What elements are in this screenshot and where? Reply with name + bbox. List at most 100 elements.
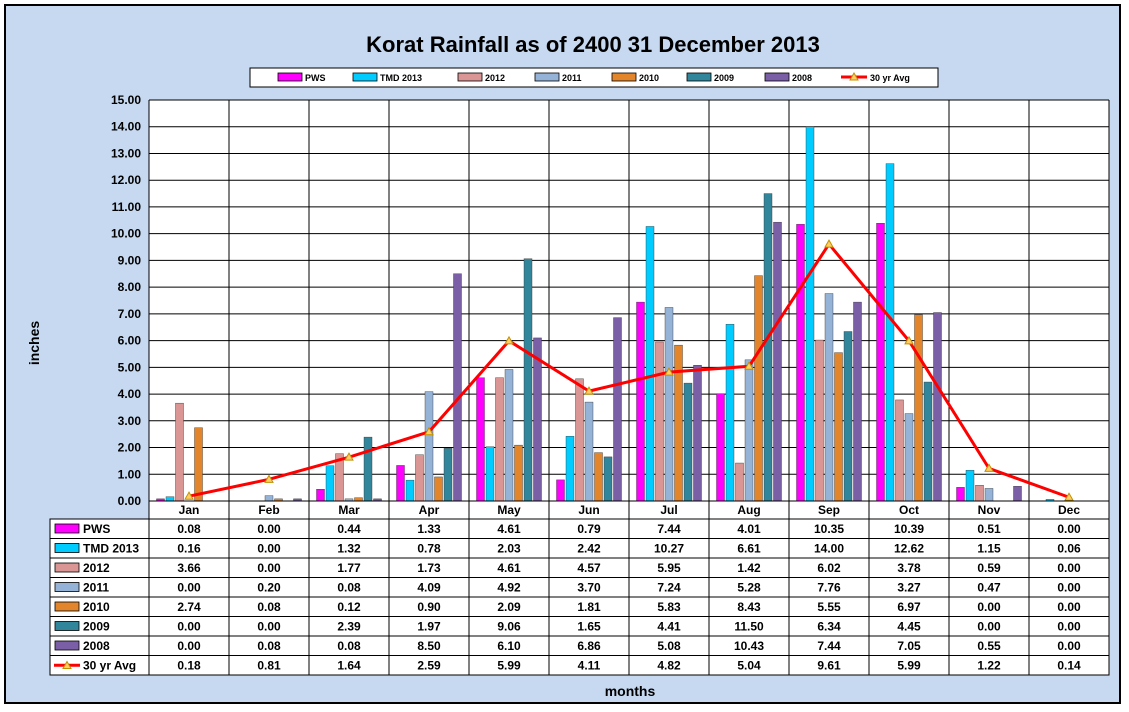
data-label: 5.95 (657, 561, 681, 575)
table-key-swatch (54, 621, 80, 631)
bar (264, 495, 274, 502)
bar (584, 401, 594, 502)
x-tick-label: Jun (578, 503, 599, 517)
bar (824, 293, 834, 502)
data-label: 10.35 (814, 522, 844, 536)
data-label: 3.78 (897, 561, 921, 575)
bar (815, 339, 824, 502)
data-label: 6.34 (817, 620, 841, 634)
data-label: 0.81 (257, 659, 281, 673)
data-label: 0.12 (337, 600, 361, 614)
data-label: 7.44 (817, 639, 841, 653)
x-tick-label: Jul (660, 503, 677, 517)
line-marker (824, 239, 834, 248)
bar (805, 126, 815, 502)
data-label: 0.79 (577, 522, 601, 536)
bar (645, 226, 655, 502)
data-label: 0.18 (177, 659, 201, 673)
bar (683, 382, 693, 502)
line-marker (904, 335, 914, 345)
data-label: 7.76 (817, 581, 841, 595)
data-label: 0.55 (977, 639, 1001, 653)
bar (194, 427, 203, 502)
data-label: 0.08 (337, 581, 361, 595)
y-tick-label: 3.00 (118, 414, 142, 428)
data-label: 4.11 (578, 659, 601, 673)
data-label: 0.00 (1057, 639, 1081, 653)
data-label: 7.24 (657, 581, 681, 595)
data-label: 4.61 (497, 522, 521, 536)
bar (424, 391, 434, 502)
x-tick-label: Aug (737, 503, 760, 517)
series-2008 (293, 221, 1022, 502)
series-30-yr-avg (184, 239, 1074, 501)
series-tmd-2013 (165, 126, 1055, 502)
data-label: 1.42 (737, 561, 761, 575)
bar (1013, 486, 1022, 502)
legend-swatch (764, 72, 790, 82)
data-label: 7.44 (657, 522, 681, 536)
bar (415, 454, 424, 502)
data-label: 0.14 (1057, 659, 1081, 673)
bar (773, 221, 782, 502)
data-label: 10.27 (654, 542, 684, 556)
line-marker (344, 452, 354, 461)
table-row-label: 30 yr Avg (83, 659, 136, 673)
data-label: 1.77 (337, 561, 361, 575)
bar (796, 224, 805, 502)
data-label: 4.01 (737, 522, 761, 536)
bar (603, 456, 613, 502)
data-label: 8.50 (417, 639, 441, 653)
data-label: 1.33 (417, 522, 441, 536)
data-label: 5.08 (657, 639, 681, 653)
data-label: 0.06 (1057, 542, 1081, 556)
table-row-label: 2010 (83, 600, 110, 614)
bar (664, 307, 674, 502)
data-label: 1.15 (977, 542, 1001, 556)
data-label: 6.97 (897, 600, 921, 614)
table-row-label: 2008 (83, 639, 110, 653)
data-label: 5.04 (737, 659, 761, 673)
data-label: 4.61 (497, 561, 521, 575)
data-label: 0.16 (177, 542, 201, 556)
x-tick-label: Mar (338, 503, 360, 517)
bar (485, 446, 495, 502)
series-pws (156, 223, 965, 502)
chart-title: Korat Rainfall as of 2400 31 December 20… (366, 32, 820, 57)
y-tick-label: 15.00 (111, 93, 141, 107)
data-label: 5.99 (897, 659, 921, 673)
table-key-swatch (54, 523, 80, 534)
bar (175, 402, 184, 502)
bar (725, 324, 735, 502)
series-2010 (194, 275, 923, 502)
bar (984, 488, 994, 502)
legend-label: 2012 (485, 73, 505, 83)
bar (636, 301, 645, 502)
data-label: 6.10 (497, 639, 521, 653)
data-label: 0.00 (1057, 620, 1081, 634)
bar (504, 369, 514, 502)
x-tick-label: Oct (899, 503, 919, 517)
bar (575, 378, 584, 502)
x-tick-label: Dec (1058, 503, 1080, 517)
x-tick-label: Jan (179, 503, 200, 517)
bar (914, 314, 923, 502)
data-label: 4.45 (897, 620, 921, 634)
bar (735, 462, 744, 502)
data-label: 3.27 (897, 581, 921, 595)
x-axis-label: months (605, 683, 656, 699)
data-label: 11.50 (734, 620, 764, 634)
line-path (188, 241, 1070, 499)
data-label: 9.06 (497, 620, 521, 634)
x-tick-label: May (497, 503, 521, 517)
data-label: 1.73 (417, 561, 441, 575)
line-marker (424, 426, 434, 436)
bar (655, 341, 664, 502)
data-label: 4.82 (657, 659, 681, 673)
data-label: 0.00 (1057, 600, 1081, 614)
table-key-swatch (54, 543, 80, 553)
bar (956, 487, 965, 502)
data-label: 4.57 (577, 561, 601, 575)
line-marker (664, 367, 674, 376)
table-key-swatch (54, 640, 80, 651)
